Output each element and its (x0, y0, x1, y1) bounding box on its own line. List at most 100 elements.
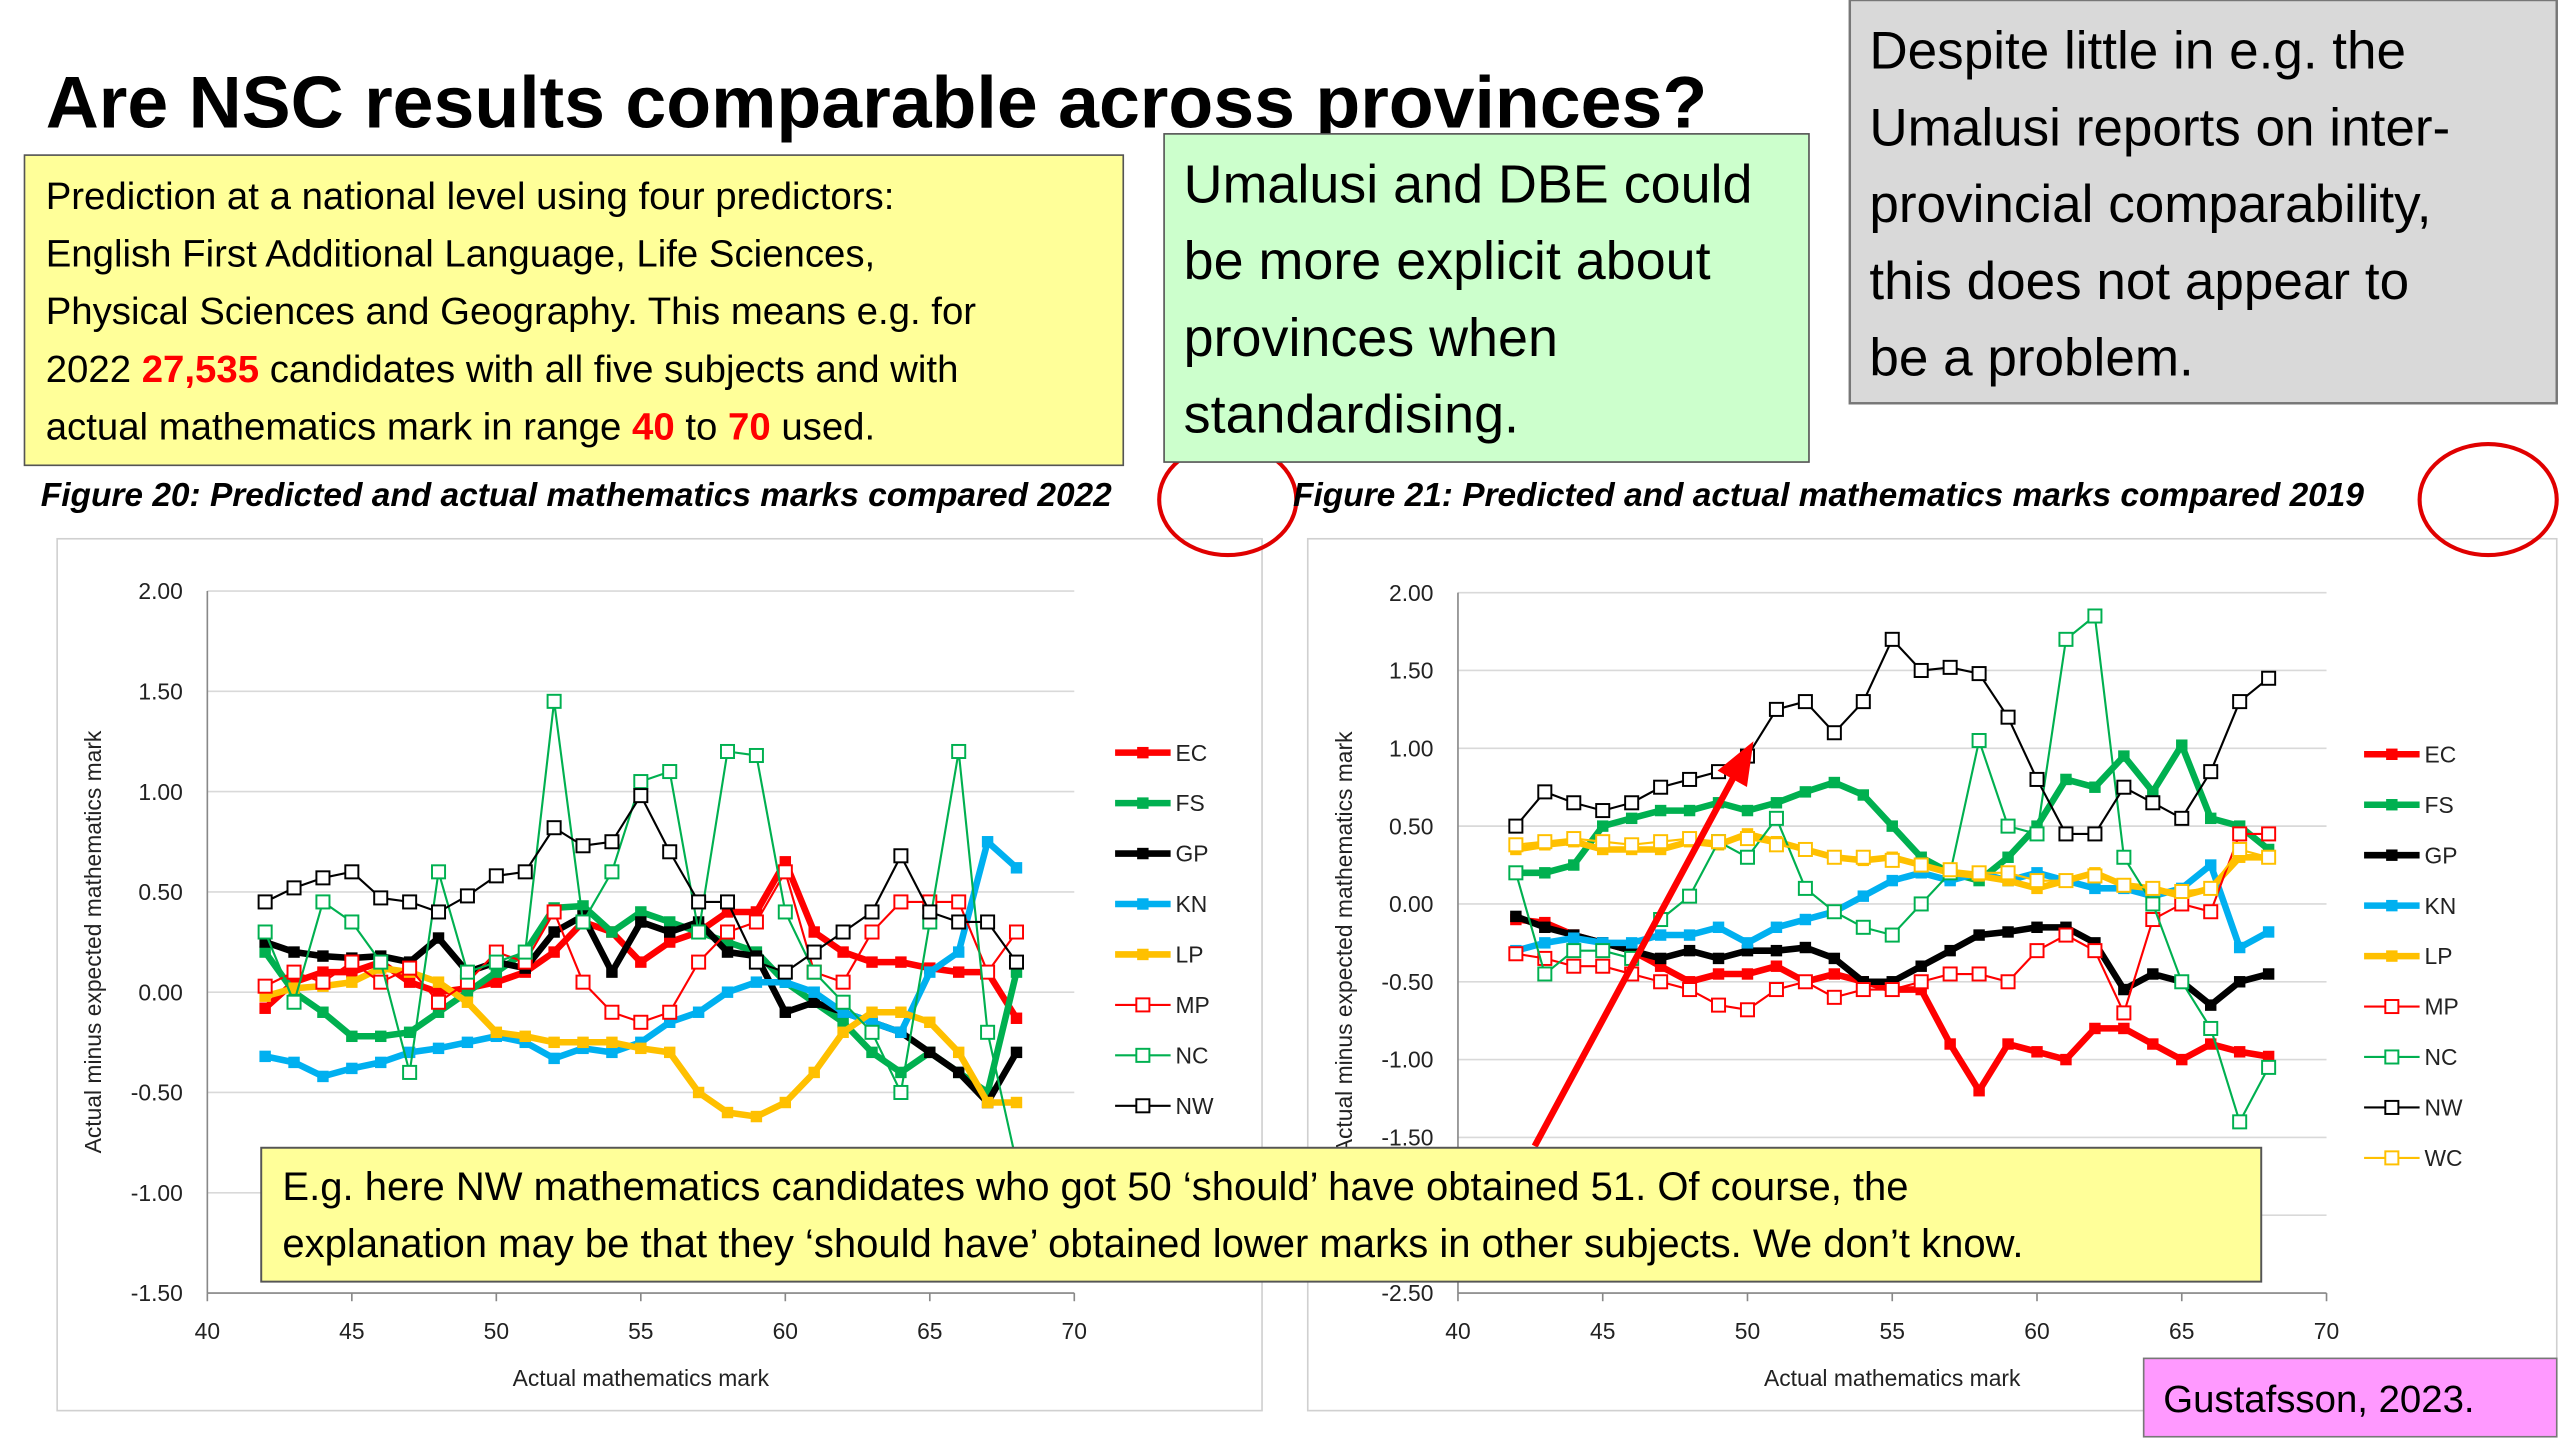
y-tick-label: -1.00 (131, 1180, 183, 1206)
point (288, 1056, 300, 1069)
point (519, 1030, 531, 1043)
point (1712, 968, 1725, 980)
legend-label: KN (1176, 891, 1208, 917)
point (2205, 812, 2217, 825)
despite-line: provincial comparability, (1869, 175, 2431, 234)
point (1799, 941, 1812, 954)
point (777, 904, 793, 920)
legend-label: NC (2424, 1044, 2457, 1070)
point (1739, 831, 1755, 847)
point (375, 1030, 387, 1043)
umalusi-line: Umalusi and DBE could (1184, 154, 1753, 214)
point (375, 1056, 387, 1069)
point (432, 976, 445, 988)
point (1654, 843, 1667, 856)
point (1768, 701, 1784, 717)
point (548, 926, 560, 938)
point (2261, 1059, 2277, 1075)
point (1653, 779, 1669, 795)
point (432, 932, 445, 944)
point (1010, 862, 1023, 874)
point (1741, 804, 1754, 817)
point (895, 1066, 907, 1079)
point (461, 986, 474, 998)
point (315, 870, 331, 886)
point (1913, 857, 1929, 873)
point (1597, 820, 1609, 832)
point (662, 844, 678, 860)
point (981, 1086, 994, 1099)
point (2205, 1038, 2217, 1050)
point (2029, 826, 2045, 842)
point (2087, 868, 2103, 884)
point (1855, 982, 1871, 998)
x-axis-label: Actual mathematics mark (513, 1365, 770, 1391)
point (2089, 1022, 2101, 1035)
text-segment: to (675, 406, 728, 449)
text-segment: candidates with all five subjects and wi… (259, 348, 958, 391)
y-tick-label: 0.00 (1389, 891, 1433, 917)
point (548, 1036, 560, 1049)
point (2029, 943, 2045, 959)
point (257, 924, 273, 940)
y-tick-label: 2.00 (138, 578, 182, 604)
point (2116, 877, 2132, 893)
prediction-line: 2022 27,535 candidates with all five sub… (46, 348, 959, 391)
point (575, 838, 591, 854)
point (431, 864, 447, 880)
point (2087, 943, 2103, 959)
legend-marker (2386, 950, 2398, 962)
x-tick-label: 60 (2024, 1318, 2049, 1344)
point (1682, 888, 1698, 904)
x-axis-label: Actual mathematics mark (1764, 1365, 2021, 1391)
point (1797, 880, 1813, 896)
y-tick-label: 0.50 (138, 879, 182, 905)
point (1828, 952, 1841, 965)
point (1768, 810, 1784, 826)
point (635, 1036, 647, 1049)
point (1828, 968, 1841, 980)
umalusi-box (1163, 133, 1810, 463)
point (1913, 974, 1929, 990)
point (1857, 890, 1870, 902)
point (1855, 694, 1871, 710)
point (1566, 943, 1582, 959)
point (2118, 750, 2130, 762)
point (779, 1006, 792, 1018)
point (2261, 849, 2277, 865)
point (1799, 913, 1812, 926)
point (808, 1066, 820, 1079)
point (488, 954, 504, 970)
point (1741, 968, 1754, 980)
legend-marker (1135, 1047, 1151, 1063)
point (1913, 662, 1929, 678)
point (461, 1036, 474, 1049)
point (2203, 904, 2219, 920)
point (1826, 989, 1842, 1005)
point (432, 986, 445, 998)
legend-label: FS (1176, 790, 1205, 816)
point (490, 1026, 503, 1039)
point (346, 1062, 358, 1075)
point (635, 1042, 647, 1055)
x-tick-label: 45 (1590, 1318, 1615, 1344)
point (864, 1024, 880, 1040)
legend-marker (2386, 899, 2398, 912)
point (633, 774, 649, 790)
point (864, 904, 880, 920)
point (692, 916, 705, 928)
point (2233, 851, 2246, 863)
legend-marker (1135, 997, 1151, 1013)
point (2147, 786, 2159, 798)
point (635, 906, 647, 918)
point (691, 954, 707, 970)
point (633, 788, 649, 804)
legend-label: MP (1176, 992, 1210, 1018)
point (2029, 771, 2045, 787)
point (1741, 937, 1754, 949)
point (2233, 941, 2246, 954)
point (2174, 810, 2190, 826)
point (431, 904, 447, 920)
point (750, 906, 763, 918)
